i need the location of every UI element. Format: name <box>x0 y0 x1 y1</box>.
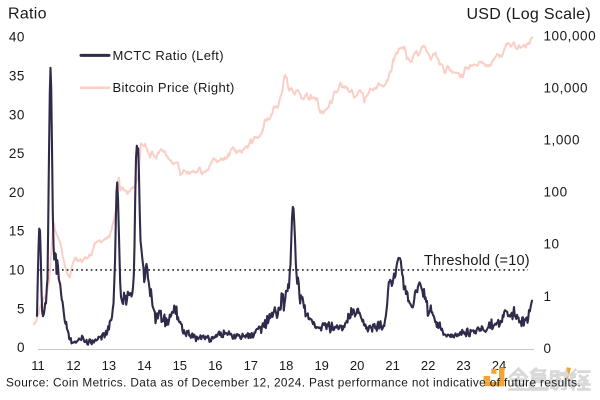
svg-text:18: 18 <box>279 358 293 373</box>
svg-text:Bitcoin Price (Right): Bitcoin Price (Right) <box>113 80 235 95</box>
svg-text:0: 0 <box>17 340 25 355</box>
svg-text:10,000: 10,000 <box>544 80 589 95</box>
svg-text:Source: Coin Metrics. Data as: Source: Coin Metrics. Data as of Decembe… <box>6 376 581 390</box>
svg-text:21: 21 <box>385 358 399 373</box>
svg-text:20: 20 <box>9 185 25 200</box>
svg-text:5: 5 <box>17 301 25 316</box>
svg-text:MCTC Ratio (Left): MCTC Ratio (Left) <box>113 48 224 63</box>
svg-text:22: 22 <box>421 358 435 373</box>
svg-text:100: 100 <box>544 185 568 200</box>
svg-text:1: 1 <box>544 289 552 304</box>
svg-text:19: 19 <box>314 358 328 373</box>
svg-text:100,000: 100,000 <box>544 28 597 43</box>
svg-text:23: 23 <box>456 358 470 373</box>
svg-text:20: 20 <box>350 358 364 373</box>
svg-text:15: 15 <box>173 358 187 373</box>
svg-text:14: 14 <box>137 358 151 373</box>
svg-text:0: 0 <box>544 341 552 356</box>
svg-text:10: 10 <box>544 237 560 252</box>
svg-text:13: 13 <box>102 358 116 373</box>
svg-text:15: 15 <box>9 224 25 239</box>
svg-text:35: 35 <box>9 68 25 83</box>
svg-text:1,000: 1,000 <box>544 133 581 148</box>
svg-text:16: 16 <box>208 358 222 373</box>
svg-text:Ratio: Ratio <box>8 6 47 23</box>
svg-text:30: 30 <box>9 107 25 122</box>
svg-text:40: 40 <box>9 30 25 45</box>
svg-text:25: 25 <box>9 146 25 161</box>
svg-text:Threshold (=10): Threshold (=10) <box>424 253 530 269</box>
svg-text:17: 17 <box>244 358 258 373</box>
svg-text:11: 11 <box>31 358 45 373</box>
svg-text:USD (Log Scale): USD (Log Scale) <box>466 6 591 23</box>
svg-text:10: 10 <box>9 263 25 278</box>
svg-text:12: 12 <box>66 358 80 373</box>
